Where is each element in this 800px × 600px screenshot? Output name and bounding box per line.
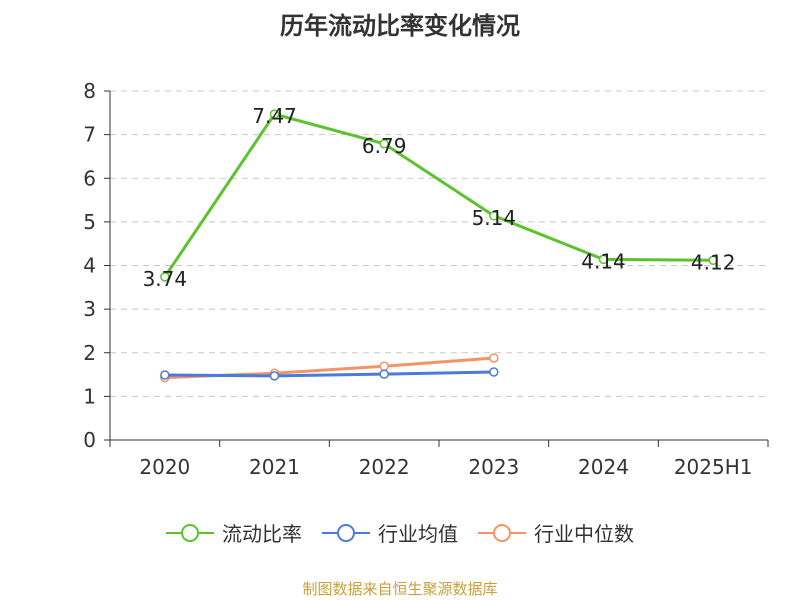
data-label-liquidity: 4.14 xyxy=(581,249,626,273)
data-point-liquidity xyxy=(269,109,280,119)
x-tick-label: 2023 xyxy=(468,455,519,479)
data-label-liquidity: 3.74 xyxy=(143,267,188,291)
y-tick-label: 4 xyxy=(83,254,96,278)
data-point-industry-median xyxy=(379,361,389,372)
x-tick-label: 2022 xyxy=(359,455,410,479)
data-point-industry-avg xyxy=(489,367,499,377)
y-tick-label: 3 xyxy=(83,297,96,321)
legend-swatch-industry-median xyxy=(478,523,526,542)
legend-label-liquidity: 流动比率 xyxy=(222,522,302,546)
data-source-note: 制图数据来自恒生聚源数据库 xyxy=(302,580,498,598)
chart-legend: 流动比率 行业均值 行业中位数 xyxy=(0,518,800,547)
data-point-industry-avg xyxy=(379,369,389,379)
y-tick-label: 6 xyxy=(83,166,96,190)
x-tick-label: 2021 xyxy=(249,455,300,479)
legend-item-industry-avg[interactable]: 行业均值 xyxy=(322,518,458,547)
y-tick-label: 1 xyxy=(83,384,96,408)
data-point-industry-median xyxy=(489,353,499,363)
x-tick-label: 2025H1 xyxy=(674,455,753,479)
data-point-liquidity xyxy=(489,211,499,221)
data-point-liquidity xyxy=(708,255,718,266)
x-tick-label: 2020 xyxy=(139,455,190,479)
legend-label-industry-median: 行业中位数 xyxy=(534,522,634,546)
data-label-liquidity: 5.14 xyxy=(472,206,517,230)
data-label-liquidity: 4.12 xyxy=(691,250,736,274)
legend-swatch-industry-avg xyxy=(322,523,370,542)
legend-swatch-liquidity xyxy=(166,523,214,542)
legend-item-industry-median[interactable]: 行业中位数 xyxy=(478,518,634,547)
y-tick-label: 0 xyxy=(83,428,96,452)
legend-item-liquidity[interactable]: 流动比率 xyxy=(166,518,302,547)
y-tick-label: 2 xyxy=(83,341,96,365)
chart-title: 历年流动比率变化情况 xyxy=(280,12,520,40)
x-tick-label: 2024 xyxy=(578,455,629,479)
data-point-industry-avg xyxy=(160,370,170,380)
y-tick-label: 5 xyxy=(83,210,96,234)
data-label-liquidity: 6.79 xyxy=(362,134,407,158)
data-label-liquidity: 7.47 xyxy=(252,104,297,128)
data-point-industry-avg xyxy=(269,371,280,381)
y-tick-label: 7 xyxy=(83,123,96,147)
legend-label-industry-avg: 行业均值 xyxy=(378,522,458,546)
y-tick-label: 8 xyxy=(83,79,96,103)
data-point-liquidity xyxy=(160,272,170,282)
data-point-liquidity xyxy=(379,139,389,149)
series-line-industry-avg xyxy=(164,370,494,378)
series-line-liquidity xyxy=(163,112,714,278)
data-point-liquidity xyxy=(598,254,609,265)
